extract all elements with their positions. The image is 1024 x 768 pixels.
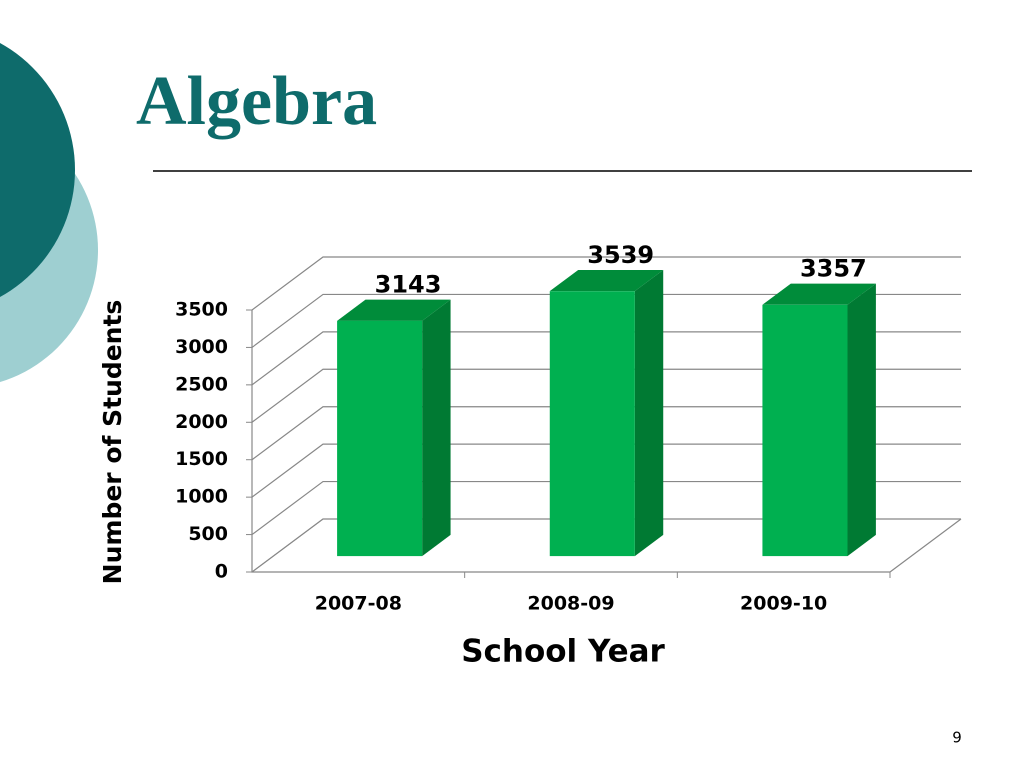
value-label: 3539 (587, 241, 654, 269)
y-tick-label: 500 (188, 523, 228, 545)
y-tick-label: 2000 (175, 411, 228, 433)
y-tick-label: 2500 (175, 373, 228, 395)
grid-line (251, 331, 961, 386)
y-tick-label: 3000 (175, 336, 228, 358)
axis-wall (251, 310, 962, 573)
bar (337, 320, 423, 557)
bar (549, 291, 635, 557)
grid-line (251, 406, 961, 461)
x-tick-label: 2008-09 (527, 593, 614, 615)
page-number: 9 (952, 729, 962, 747)
y-tick-label: 1000 (175, 486, 228, 508)
slide-title: Algebra (136, 63, 377, 140)
decor-circle (0, 43, 75, 297)
y-axis-label: Number of Students (98, 300, 127, 585)
y-tick-label: 0 (215, 561, 228, 583)
grid-line (251, 518, 961, 573)
bar-top (549, 269, 664, 292)
grid-line (251, 256, 961, 311)
value-label: 3357 (800, 255, 867, 283)
value-label: 3143 (375, 271, 442, 299)
y-tick-label: 3500 (175, 299, 228, 321)
bar (762, 304, 848, 557)
x-tick-label: 2009-10 (740, 593, 827, 615)
plot: 0 500 1000 1500 2000 2500 3000 3500 2007-08 3143 2… (175, 241, 962, 615)
y-tick-label: 1500 (175, 448, 228, 470)
bar-side (847, 283, 876, 557)
bar-side (422, 299, 451, 557)
bar-side (634, 269, 664, 557)
grid-line (251, 443, 961, 498)
grid-line (251, 368, 961, 423)
grid-line (251, 480, 961, 536)
x-tick-label: 2007-08 (315, 593, 402, 615)
bar-top (337, 299, 451, 321)
x-axis-label: School Year (461, 634, 665, 670)
grid-line (251, 293, 961, 348)
bar-top (762, 283, 876, 305)
